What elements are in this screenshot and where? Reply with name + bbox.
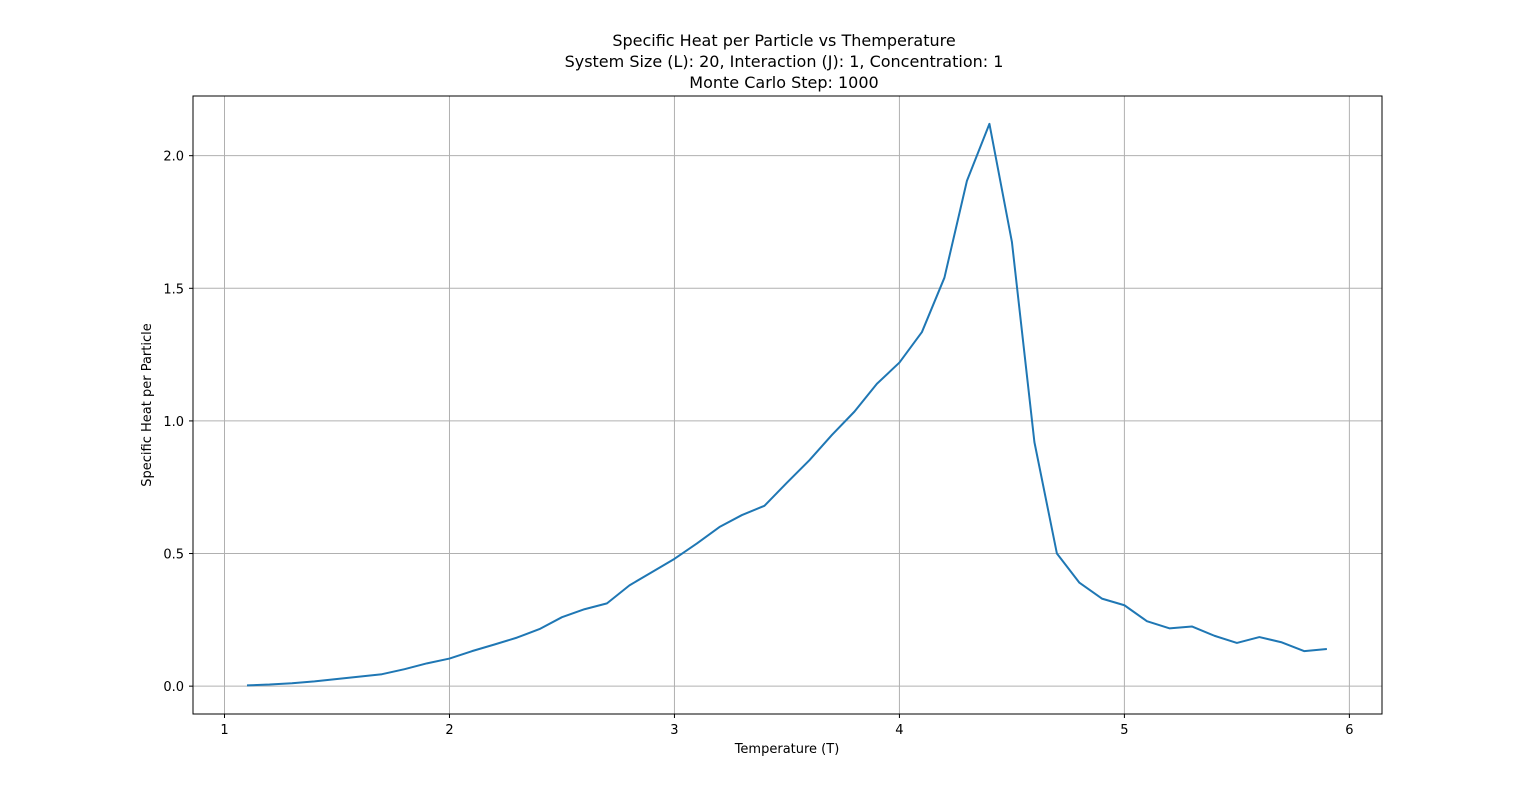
- data-point: [604, 601, 609, 606]
- data-point: [1122, 603, 1127, 608]
- data-point: [1189, 624, 1194, 629]
- y-axis-label: Specific Heat per Particle: [140, 323, 155, 486]
- y-tick-label: 1.5: [163, 282, 184, 297]
- x-tick-label: 5: [1120, 723, 1128, 738]
- data-point: [334, 676, 339, 681]
- data-point: [514, 635, 519, 640]
- x-tick-label: 1: [220, 723, 228, 738]
- data-point: [402, 667, 407, 672]
- x-tick-label: 6: [1345, 723, 1353, 738]
- data-point: [807, 458, 812, 463]
- data-point: [627, 583, 632, 588]
- data-point: [1302, 649, 1307, 654]
- x-tick-label: 3: [670, 723, 678, 738]
- grid: [193, 96, 1382, 714]
- data-point: [1099, 596, 1104, 601]
- y-tick-label: 2.0: [163, 150, 184, 165]
- data-point: [357, 674, 362, 679]
- data-point: [964, 178, 969, 183]
- y-tick-label: 0.0: [163, 680, 184, 695]
- data-point: [1212, 633, 1217, 638]
- data-point: [1054, 551, 1059, 556]
- x-tick-label: 2: [445, 723, 453, 738]
- data-point: [987, 121, 992, 126]
- data-point: [717, 525, 722, 530]
- plot-frame: [192, 95, 1383, 715]
- chart-subtitle-1: System Size (L): 20, Interaction (J): 1,…: [565, 52, 1004, 71]
- data-point: [762, 503, 767, 508]
- ticks: 1 2 3 4 5 6 0.0 0.5 1.0 1.5 2.0: [163, 150, 1353, 738]
- data-point: [447, 656, 452, 661]
- series-layer: [244, 121, 1329, 688]
- data-point: [1077, 580, 1082, 585]
- data-point: [1279, 640, 1284, 645]
- x-tick-label: 4: [895, 723, 903, 738]
- data-point: [267, 682, 272, 687]
- series-line: [246, 122, 1327, 687]
- data-point: [424, 661, 429, 666]
- data-point: [942, 275, 947, 280]
- data-point: [1144, 619, 1149, 624]
- data-point: [672, 556, 677, 561]
- data-point: [739, 513, 744, 518]
- chart-title: Specific Heat per Particle vs Themperatu…: [612, 31, 955, 50]
- data-point: [312, 679, 317, 684]
- data-point: [897, 360, 902, 365]
- data-point: [919, 330, 924, 335]
- data-point: [537, 627, 542, 632]
- data-point: [244, 683, 249, 688]
- data-point: [469, 649, 474, 654]
- y-tick-label: 0.5: [163, 548, 184, 563]
- data-point: [289, 681, 294, 686]
- data-point: [649, 570, 654, 575]
- data-point: [1009, 239, 1014, 244]
- y-tick-label: 1.0: [163, 415, 184, 430]
- data-point: [694, 541, 699, 546]
- data-point: [852, 409, 857, 414]
- chart-subtitle-2: Monte Carlo Step: 1000: [689, 73, 878, 92]
- data-point: [559, 615, 564, 620]
- data-point: [874, 381, 879, 386]
- data-point: [1234, 640, 1239, 645]
- x-axis-label: Temperature (T): [734, 742, 840, 757]
- data-point: [379, 672, 384, 677]
- data-point: [492, 642, 497, 647]
- data-point: [784, 480, 789, 485]
- data-point: [1032, 440, 1037, 445]
- data-point: [582, 607, 587, 612]
- data-point: [1324, 647, 1329, 652]
- data-point: [1167, 626, 1172, 631]
- data-point: [829, 432, 834, 437]
- data-point: [1257, 635, 1262, 640]
